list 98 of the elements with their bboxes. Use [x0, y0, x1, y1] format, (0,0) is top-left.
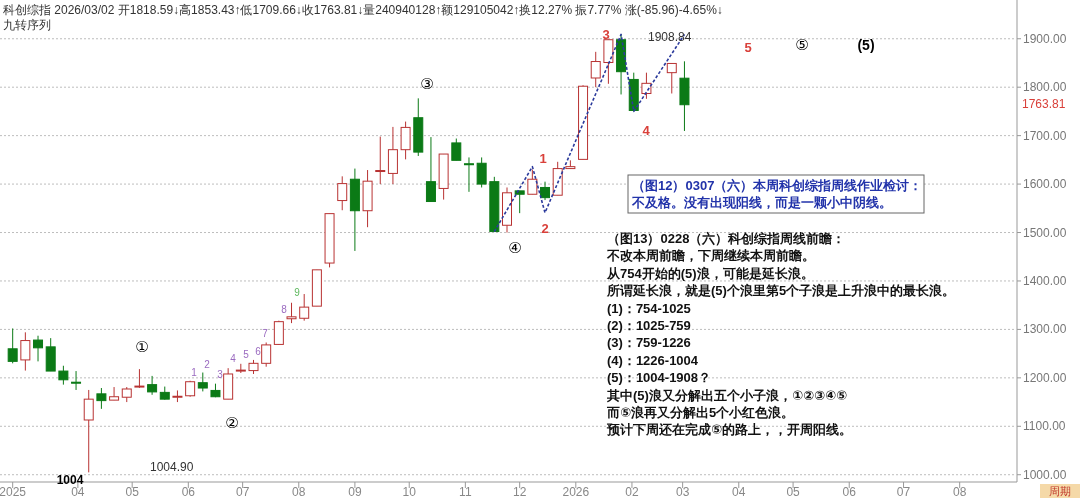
candlestick [109, 386, 120, 401]
text: 1763.81 [1022, 97, 1066, 111]
annotation: (5) [857, 37, 875, 53]
text: 九转序列 [3, 18, 51, 32]
annotation: 而⑤浪再又分解出5个小红色浪。 [606, 405, 795, 420]
x-tick-label: 02 [625, 485, 639, 498]
annotation: (2)：1025-759 [607, 318, 691, 333]
y-tick-label: 1300.00 [1023, 322, 1067, 337]
y-tick-label: 1900.00 [1023, 31, 1067, 46]
x-tick-label: 05 [125, 485, 140, 498]
x-tick-label: 07 [235, 485, 250, 498]
candlestick [33, 335, 44, 362]
annotation: 2 [204, 359, 211, 370]
annotation: 5 [744, 40, 752, 55]
candlestick [20, 331, 31, 372]
annotation: 4 [230, 353, 237, 364]
x-tick-label: 05 [786, 485, 801, 498]
candlestick [147, 375, 158, 396]
annotation: 1 [539, 151, 547, 166]
annotation: 3 [217, 369, 224, 380]
annotation: (5)：1004-1908？ [607, 370, 712, 386]
candlestick [540, 181, 551, 201]
candlestick [96, 387, 107, 410]
candlestick [58, 365, 69, 386]
annotation: 4 [642, 123, 651, 138]
annotation: （图12）0307（六）本周科创综指周线作业检讨： [632, 178, 923, 193]
candlestick [197, 372, 208, 392]
candlestick [641, 72, 652, 100]
candlestick [590, 51, 601, 88]
candlestick [400, 121, 411, 160]
x-tick-label: 03 [675, 485, 690, 498]
annotation: 不改本周前瞻，下周继续本周前瞻。 [606, 248, 815, 264]
candlestick [463, 156, 474, 193]
candlestick [527, 169, 538, 195]
annotation: (4)：1226-1004 [607, 352, 699, 368]
annotation: ⑤ [795, 36, 809, 53]
candlestick [261, 341, 272, 368]
annotation: 2 [541, 221, 549, 236]
annotation: 6 [255, 346, 262, 357]
x-tick-label: 06 [842, 485, 857, 498]
y-tick-label: 1600.00 [1023, 177, 1067, 192]
candlestick [603, 39, 614, 85]
annotation: 1 [191, 367, 198, 378]
y-tick-label: 1800.00 [1023, 80, 1067, 95]
annotation: ② [225, 414, 239, 431]
candlestick [286, 302, 297, 324]
annotation: 不及格。没有出现阳线，而是一颗小中阴线。 [631, 195, 892, 210]
annotation: (3)：759-1226 [607, 335, 691, 351]
annotation: 3 [602, 27, 610, 42]
x-tick-label: 09 [348, 485, 362, 498]
x-axis-title: 周期 [1049, 485, 1071, 497]
y-tick-label: 1400.00 [1023, 273, 1067, 288]
x-tick-label: 07 [896, 485, 911, 498]
x-tick-label: 08 [292, 485, 306, 498]
candlestick [451, 138, 462, 161]
x-tick-label: 10 [402, 485, 417, 498]
x-tick-label: 04 [732, 485, 746, 498]
annotation: 8 [281, 304, 288, 315]
candlestick [514, 190, 525, 214]
y-tick-label: 1000.00 [1023, 467, 1067, 482]
candlestick [337, 175, 348, 211]
x-tick-label: 12 [513, 485, 527, 498]
candlestick [425, 136, 436, 203]
annotation: ① [135, 338, 149, 355]
annotation: 1004 [56, 473, 84, 487]
candlestick [299, 293, 310, 322]
candlestick [387, 126, 398, 185]
x-tick-label: 06 [181, 485, 196, 498]
annotation: 从754开始的(5)浪，可能是延长浪。 [606, 265, 814, 281]
annotation: (1)：754-1025 [607, 300, 691, 316]
candlestick [71, 370, 82, 391]
y-tick-label: 1100.00 [1023, 419, 1066, 434]
annotation: 5 [243, 349, 250, 360]
y-tick-label: 1500.00 [1023, 225, 1067, 240]
annotation: ③ [420, 75, 434, 92]
annotation: 预计下周还在完成⑤的路上，，开周阳线。 [606, 422, 853, 438]
annotation: 其中(5)浪又分解出五个小子浪，①②③④⑤ [606, 387, 847, 403]
candlestick [375, 136, 386, 185]
candlestick [476, 156, 487, 188]
y-tick-label: 1700.00 [1023, 128, 1067, 143]
x-tick-label: 11 [459, 485, 472, 498]
annotation: ④ [508, 239, 522, 256]
candlestick [666, 62, 677, 94]
annotation: 1908.84 [648, 30, 692, 44]
chart-title: 科创综指 2026/03/02 开1818.59↓高1853.43↑低1709.66↓收1763.81↓量240940128↑额129105042↑换12.27% 振7.77% 涨(-85.96)-4.65%↓ [3, 3, 723, 17]
candlestick [273, 320, 284, 346]
annotation: 所谓延长浪，就是(5)个浪里第5个子浪是上升浪中的最长浪。 [606, 283, 956, 299]
x-tick-label: 04 [71, 485, 85, 498]
annotation: 1004.90 [150, 460, 194, 474]
annotation: 7 [262, 328, 269, 339]
y-tick-label: 1200.00 [1023, 370, 1067, 385]
x-tick-label: 08 [953, 485, 967, 498]
x-tick-label: 2026 [562, 485, 590, 498]
candlestick [7, 327, 18, 364]
annotation: （图13）0228（六）科创综指周线前瞻： [607, 231, 846, 246]
x-tick-label: 2025 [0, 485, 27, 498]
annotation: 9 [294, 287, 301, 298]
candlestick [83, 389, 94, 473]
